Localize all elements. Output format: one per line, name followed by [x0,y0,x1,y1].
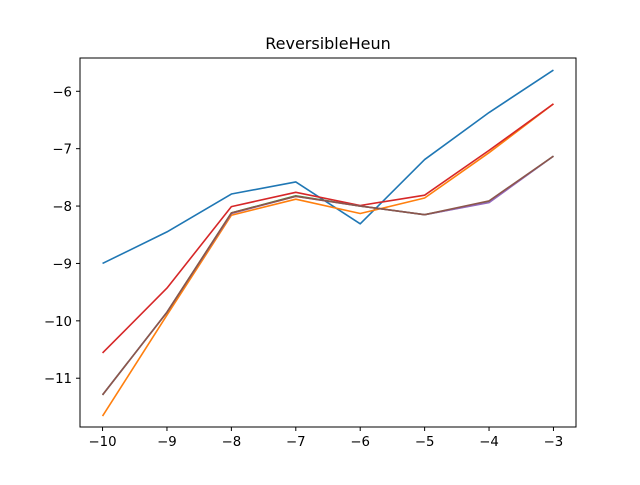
axis-layer: −10 −9 −8 −7 −6 −5 −4 −3 −11 −10 −9 −8 −7 −6 [44,85,563,450]
y-tick-label: −6 [52,85,72,100]
series-line-4 [101,103,554,354]
plot-frame [79,57,577,428]
series-line-1 [102,69,554,265]
x-tick-label: −7 [286,435,306,450]
series-layer [101,69,554,417]
x-tick-label: −6 [350,435,370,450]
x-tick-label: −8 [222,435,242,450]
y-tick-label: −10 [44,315,72,330]
x-tick-label: −3 [544,435,564,450]
y-tick-label: −8 [52,200,72,215]
chart-title: ReversibleHeun [265,34,391,53]
y-tick-label: −7 [52,143,72,158]
series-line-2 [101,103,554,417]
series-line-6 [101,155,554,396]
x-tick-label: −5 [415,435,435,450]
x-tick-label: −10 [89,435,117,450]
x-tick-label: −9 [157,435,177,450]
x-tick-label: −4 [479,435,499,450]
y-tick-label: −11 [44,372,72,387]
y-tick-label: −9 [52,257,72,272]
